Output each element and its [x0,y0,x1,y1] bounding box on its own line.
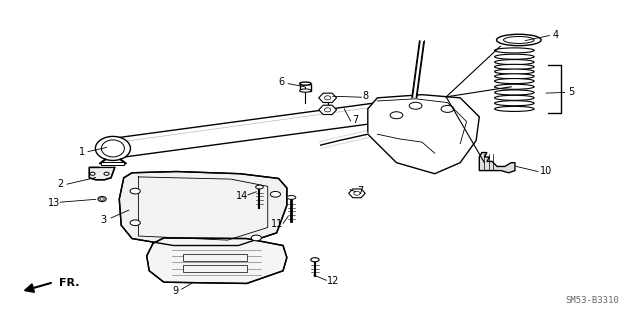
Ellipse shape [100,198,104,200]
Ellipse shape [104,172,109,175]
Ellipse shape [495,90,534,95]
Text: 1: 1 [79,147,84,157]
Ellipse shape [324,96,331,100]
Text: 11: 11 [271,219,283,229]
Bar [183,254,246,261]
Ellipse shape [300,89,311,92]
Ellipse shape [495,101,534,106]
Ellipse shape [300,82,311,85]
Ellipse shape [495,84,534,89]
Ellipse shape [130,188,140,194]
Ellipse shape [409,102,422,109]
Polygon shape [113,99,406,159]
Bar [300,84,311,91]
Ellipse shape [90,172,95,175]
Text: 12: 12 [326,276,339,286]
Polygon shape [147,238,287,284]
Ellipse shape [495,64,534,69]
Text: FR.: FR. [59,278,79,288]
Ellipse shape [495,69,534,74]
Text: 3: 3 [100,215,106,225]
Ellipse shape [495,78,534,84]
Text: 14: 14 [236,191,248,201]
Text: SM53-B3310: SM53-B3310 [566,296,620,305]
Ellipse shape [311,258,319,262]
Polygon shape [90,167,115,180]
Bar [183,265,246,272]
Text: 6: 6 [278,77,285,87]
Text: 7: 7 [357,186,364,196]
Ellipse shape [98,197,106,202]
Polygon shape [368,95,479,174]
Ellipse shape [495,106,534,111]
Ellipse shape [106,138,120,159]
Polygon shape [319,105,337,115]
Text: 13: 13 [47,198,60,208]
Ellipse shape [287,196,296,199]
Ellipse shape [504,36,534,43]
Ellipse shape [390,112,403,119]
Text: 10: 10 [540,166,552,175]
Text: 2: 2 [58,179,64,189]
Polygon shape [119,172,287,246]
Text: 8: 8 [363,91,369,101]
Ellipse shape [324,108,331,112]
Text: 5: 5 [568,86,575,97]
Polygon shape [349,189,365,198]
Ellipse shape [495,95,534,100]
Ellipse shape [495,60,534,65]
Ellipse shape [495,74,534,79]
Bar [101,162,124,165]
Text: 7: 7 [352,115,358,125]
Polygon shape [319,93,337,102]
Ellipse shape [130,220,140,226]
Ellipse shape [441,105,454,112]
Ellipse shape [495,54,534,59]
Ellipse shape [255,185,263,189]
Text: 9: 9 [172,286,179,296]
Text: 4: 4 [553,30,559,40]
Ellipse shape [270,191,280,197]
Ellipse shape [101,140,124,157]
Polygon shape [479,152,515,173]
Ellipse shape [354,191,360,195]
Ellipse shape [109,141,116,155]
Ellipse shape [251,235,261,241]
Ellipse shape [495,48,534,53]
Ellipse shape [95,137,131,160]
Ellipse shape [497,34,541,46]
